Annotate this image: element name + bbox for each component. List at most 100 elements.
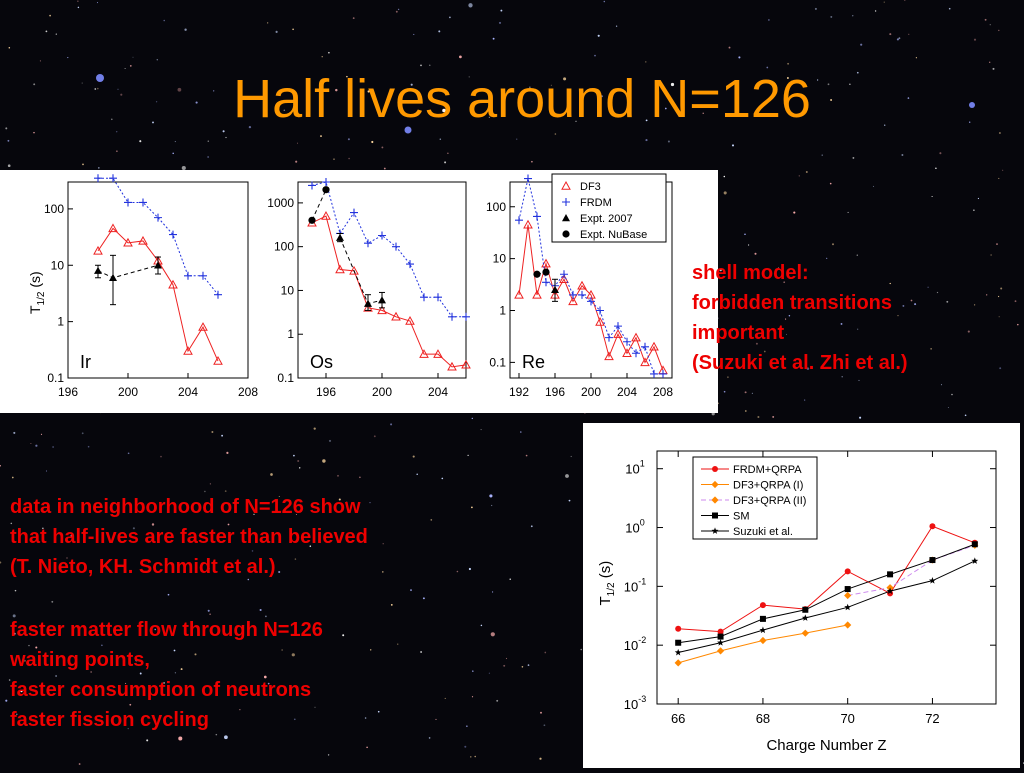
star xyxy=(173,649,176,652)
star xyxy=(984,18,987,21)
star xyxy=(146,739,149,742)
star xyxy=(320,135,322,138)
star xyxy=(884,124,886,126)
star xyxy=(904,0,906,1)
y-tick-label: 1 xyxy=(499,304,506,318)
star xyxy=(488,116,490,118)
star xyxy=(115,130,118,133)
star xyxy=(449,16,451,19)
star xyxy=(748,244,750,246)
star xyxy=(337,474,339,477)
star xyxy=(410,83,413,86)
star xyxy=(297,460,300,462)
data-point-frdm xyxy=(659,369,667,378)
star xyxy=(491,504,493,507)
data-point xyxy=(717,628,724,635)
star xyxy=(390,423,393,426)
star xyxy=(889,33,892,36)
data-point-df3 xyxy=(433,349,443,358)
star xyxy=(97,87,99,90)
star xyxy=(816,79,819,81)
legend-marker xyxy=(561,180,571,190)
star xyxy=(798,175,800,177)
star xyxy=(14,589,17,592)
star xyxy=(492,37,495,40)
star xyxy=(505,657,508,660)
star xyxy=(364,717,367,719)
x-tick-label: 196 xyxy=(316,385,336,399)
star xyxy=(117,88,119,90)
star xyxy=(530,525,533,528)
slide-title: Half lives around N=126 xyxy=(233,69,811,129)
star xyxy=(1017,323,1019,326)
y-tick-label: 10-3 xyxy=(624,694,646,712)
data-point xyxy=(759,626,767,634)
star xyxy=(947,406,949,409)
series-line xyxy=(678,525,975,633)
data-point xyxy=(929,577,936,584)
data-point-df3 xyxy=(613,329,623,338)
star xyxy=(505,92,508,95)
data-point-frdm xyxy=(560,270,568,279)
data-point xyxy=(929,557,936,564)
star xyxy=(827,83,830,86)
star xyxy=(645,139,648,142)
data-point xyxy=(929,523,936,530)
data-point-frdm xyxy=(569,290,577,299)
star xyxy=(897,315,899,317)
star xyxy=(814,7,817,10)
star xyxy=(101,644,103,647)
y-tick-label: 0.1 xyxy=(47,371,64,385)
star xyxy=(111,118,113,121)
data-point-nubase xyxy=(542,268,550,276)
star xyxy=(946,300,949,303)
star xyxy=(156,59,159,61)
star xyxy=(907,97,910,99)
star xyxy=(996,243,998,245)
star xyxy=(278,107,280,110)
star xyxy=(939,152,942,155)
note-line: data in neighborhood of N=126 show xyxy=(10,496,361,518)
data-point-frdm xyxy=(94,174,102,183)
star xyxy=(468,3,473,8)
star xyxy=(298,467,301,469)
star xyxy=(806,367,810,370)
star xyxy=(439,138,442,141)
star xyxy=(467,454,469,456)
data-point xyxy=(844,568,851,575)
star xyxy=(420,651,422,653)
star xyxy=(224,735,228,740)
star xyxy=(96,74,104,82)
star xyxy=(5,127,8,130)
star xyxy=(96,2,99,4)
star xyxy=(766,66,769,69)
star xyxy=(783,281,786,284)
star xyxy=(1014,300,1017,303)
legend-marker xyxy=(712,466,718,472)
star xyxy=(831,243,835,246)
y-tick-label: 10 xyxy=(493,252,507,266)
chart-ir: 0.1 1 10 100 196 200 204 208 Ir T1/2 (s) xyxy=(27,174,258,399)
star xyxy=(489,494,493,498)
x-tick-label: 204 xyxy=(178,385,198,399)
y-tick-label: 100 xyxy=(486,200,506,214)
star xyxy=(830,15,833,18)
data-point xyxy=(717,639,724,646)
data-point-df3 xyxy=(541,258,551,268)
data-point-frdm xyxy=(139,198,147,207)
data-point-frdm xyxy=(448,312,456,321)
star xyxy=(55,33,57,35)
x-tick-label: 196 xyxy=(545,385,565,399)
star xyxy=(222,130,225,133)
legend-label: Expt. 2007 xyxy=(580,213,633,225)
star xyxy=(568,499,571,502)
y-tick-label: 10 xyxy=(281,283,295,297)
star xyxy=(488,672,491,674)
star xyxy=(33,83,36,86)
star xyxy=(772,415,775,418)
star xyxy=(777,266,779,269)
star xyxy=(1002,169,1004,171)
panel-charge-number: 10-3 10-2 10-1 100 101 66 68 70 72 Charge Number … xyxy=(583,423,1020,768)
star xyxy=(964,414,967,417)
